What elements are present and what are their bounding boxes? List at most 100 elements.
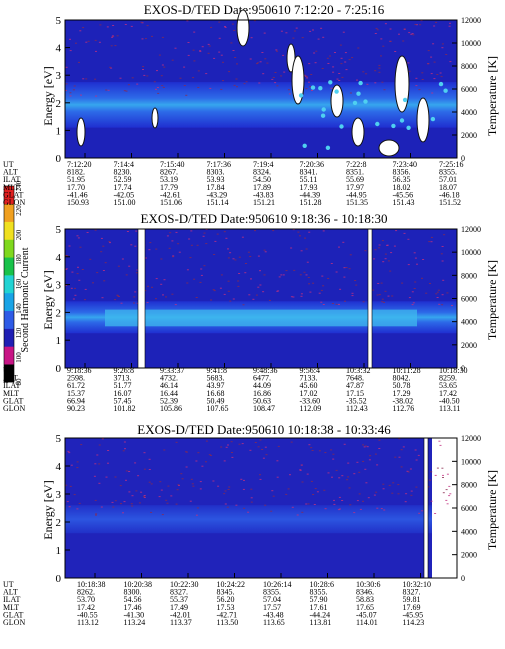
table-cell: 151.28 bbox=[300, 198, 322, 207]
colorbar-cell bbox=[4, 346, 14, 365]
y-tick-label: 5 bbox=[56, 224, 62, 236]
heatmap-bright-band bbox=[105, 309, 417, 327]
heatmap-speckle bbox=[231, 456, 234, 458]
table-cell: 8327. bbox=[403, 588, 421, 597]
heatmap-speckle bbox=[338, 246, 340, 248]
heatmap-hot-pixel bbox=[352, 100, 358, 106]
heatmap-speckle bbox=[250, 37, 253, 39]
heatmap-speckle bbox=[163, 279, 166, 281]
heatmap-speckle bbox=[226, 506, 229, 508]
table-cell: 17.89 bbox=[253, 183, 271, 192]
heatmap-speckle bbox=[374, 33, 377, 34]
table-cell: 50.78 bbox=[393, 381, 411, 390]
heatmap-speckle bbox=[341, 76, 344, 78]
table-cell: 10:24:22 bbox=[217, 580, 245, 589]
heatmap-speckle bbox=[335, 271, 338, 273]
heatmap-speckle bbox=[92, 282, 94, 284]
heatmap-speckle bbox=[338, 303, 340, 305]
heatmap-speckle bbox=[410, 494, 413, 496]
heatmap-speckle bbox=[155, 248, 158, 250]
heatmap-speckle bbox=[205, 243, 208, 245]
heatmap-speckle bbox=[141, 38, 144, 40]
heatmap-speckle bbox=[106, 26, 109, 28]
heatmap-speckle bbox=[296, 514, 299, 516]
heatmap-speckle bbox=[441, 47, 444, 49]
heatmap-speckle bbox=[203, 232, 206, 234]
heatmap-speckle bbox=[313, 52, 316, 54]
heatmap-speckle bbox=[299, 274, 302, 276]
colorbar-tick-label: 140 bbox=[15, 303, 23, 314]
table-cell: -42.71 bbox=[217, 610, 238, 619]
heatmap-speckle bbox=[308, 444, 311, 446]
heatmap-speckle bbox=[436, 291, 439, 293]
heatmap-hot-pixel bbox=[328, 80, 333, 85]
table-cell: 150.93 bbox=[67, 198, 89, 207]
heatmap-speckle bbox=[93, 475, 96, 477]
heatmap-speckle bbox=[148, 469, 151, 470]
heatmap-speckle bbox=[342, 241, 345, 243]
table-cell: 17.93 bbox=[300, 183, 318, 192]
heatmap-speckle bbox=[293, 30, 296, 32]
heatmap-speckle bbox=[441, 294, 444, 296]
heatmap-speckle bbox=[337, 509, 340, 511]
colorbar-cell bbox=[4, 203, 14, 222]
heatmap-data-gap bbox=[367, 228, 373, 369]
table-cell: 17.69 bbox=[403, 603, 421, 612]
heatmap-speckle bbox=[225, 446, 228, 448]
heatmap-background bbox=[65, 229, 457, 368]
heatmap-core-band bbox=[65, 82, 457, 128]
heatmap-speckle bbox=[170, 495, 173, 497]
heatmap-speckle bbox=[380, 55, 382, 57]
heatmap-speckle bbox=[185, 94, 188, 96]
heatmap-speckle bbox=[65, 89, 67, 91]
table-cell: 113.11 bbox=[439, 404, 460, 413]
heatmap-speckle bbox=[277, 445, 280, 447]
heatmap-speckle bbox=[72, 89, 75, 91]
heatmap-speckle bbox=[276, 476, 279, 478]
heatmap-speckle bbox=[142, 66, 145, 68]
table-cell: 7:15:40 bbox=[160, 160, 184, 169]
heatmap-speckle bbox=[417, 454, 420, 456]
heatmap-speckle bbox=[297, 231, 300, 233]
heatmap-speckle bbox=[175, 503, 178, 505]
heatmap-speckle bbox=[107, 462, 109, 464]
table-cell: 7648. bbox=[346, 374, 364, 383]
heatmap-speckle bbox=[112, 25, 115, 26]
heatmap-speckle bbox=[333, 499, 335, 501]
heatmap-speckle bbox=[100, 251, 103, 253]
heatmap-speckle bbox=[174, 47, 177, 49]
heatmap-speckle bbox=[148, 458, 151, 460]
heatmap-speckle bbox=[85, 41, 88, 43]
heatmap-speckle bbox=[389, 28, 392, 30]
heatmap-speckle bbox=[65, 83, 68, 85]
table-cell: 10:11:28 bbox=[393, 366, 421, 375]
table-cell: 101.82 bbox=[114, 404, 136, 413]
heatmap-speckle bbox=[442, 492, 445, 494]
table-cell: 56.35 bbox=[393, 175, 411, 184]
heatmap-speckle bbox=[381, 81, 384, 83]
table-cell: 8341. bbox=[300, 168, 318, 177]
heatmap-speckle bbox=[307, 503, 310, 505]
heatmap-speckle bbox=[131, 77, 134, 79]
heatmap-speckle bbox=[306, 473, 309, 475]
heatmap-speckle bbox=[441, 304, 444, 306]
heatmap-speckle bbox=[179, 77, 182, 79]
heatmap-speckle bbox=[250, 488, 253, 490]
heatmap-speckle bbox=[227, 280, 230, 282]
heatmap-speckle bbox=[116, 35, 119, 37]
heatmap-speckle bbox=[445, 54, 448, 55]
heatmap-speckle bbox=[242, 304, 245, 306]
table-cell: 7:19:4 bbox=[253, 160, 273, 169]
table-cell: -45.56 bbox=[393, 190, 414, 199]
heatmap-speckle bbox=[257, 446, 260, 448]
y2-tick-label: 2000 bbox=[461, 341, 477, 350]
heatmap-speckle bbox=[348, 59, 351, 61]
table-cell: 113.24 bbox=[124, 618, 146, 627]
heatmap-speckle bbox=[285, 270, 288, 272]
heatmap-speckle bbox=[446, 503, 449, 505]
colorbar-cell bbox=[4, 364, 14, 383]
heatmap-speckle bbox=[174, 304, 177, 306]
heatmap-speckle bbox=[389, 270, 392, 272]
heatmap-speckle bbox=[143, 74, 146, 76]
